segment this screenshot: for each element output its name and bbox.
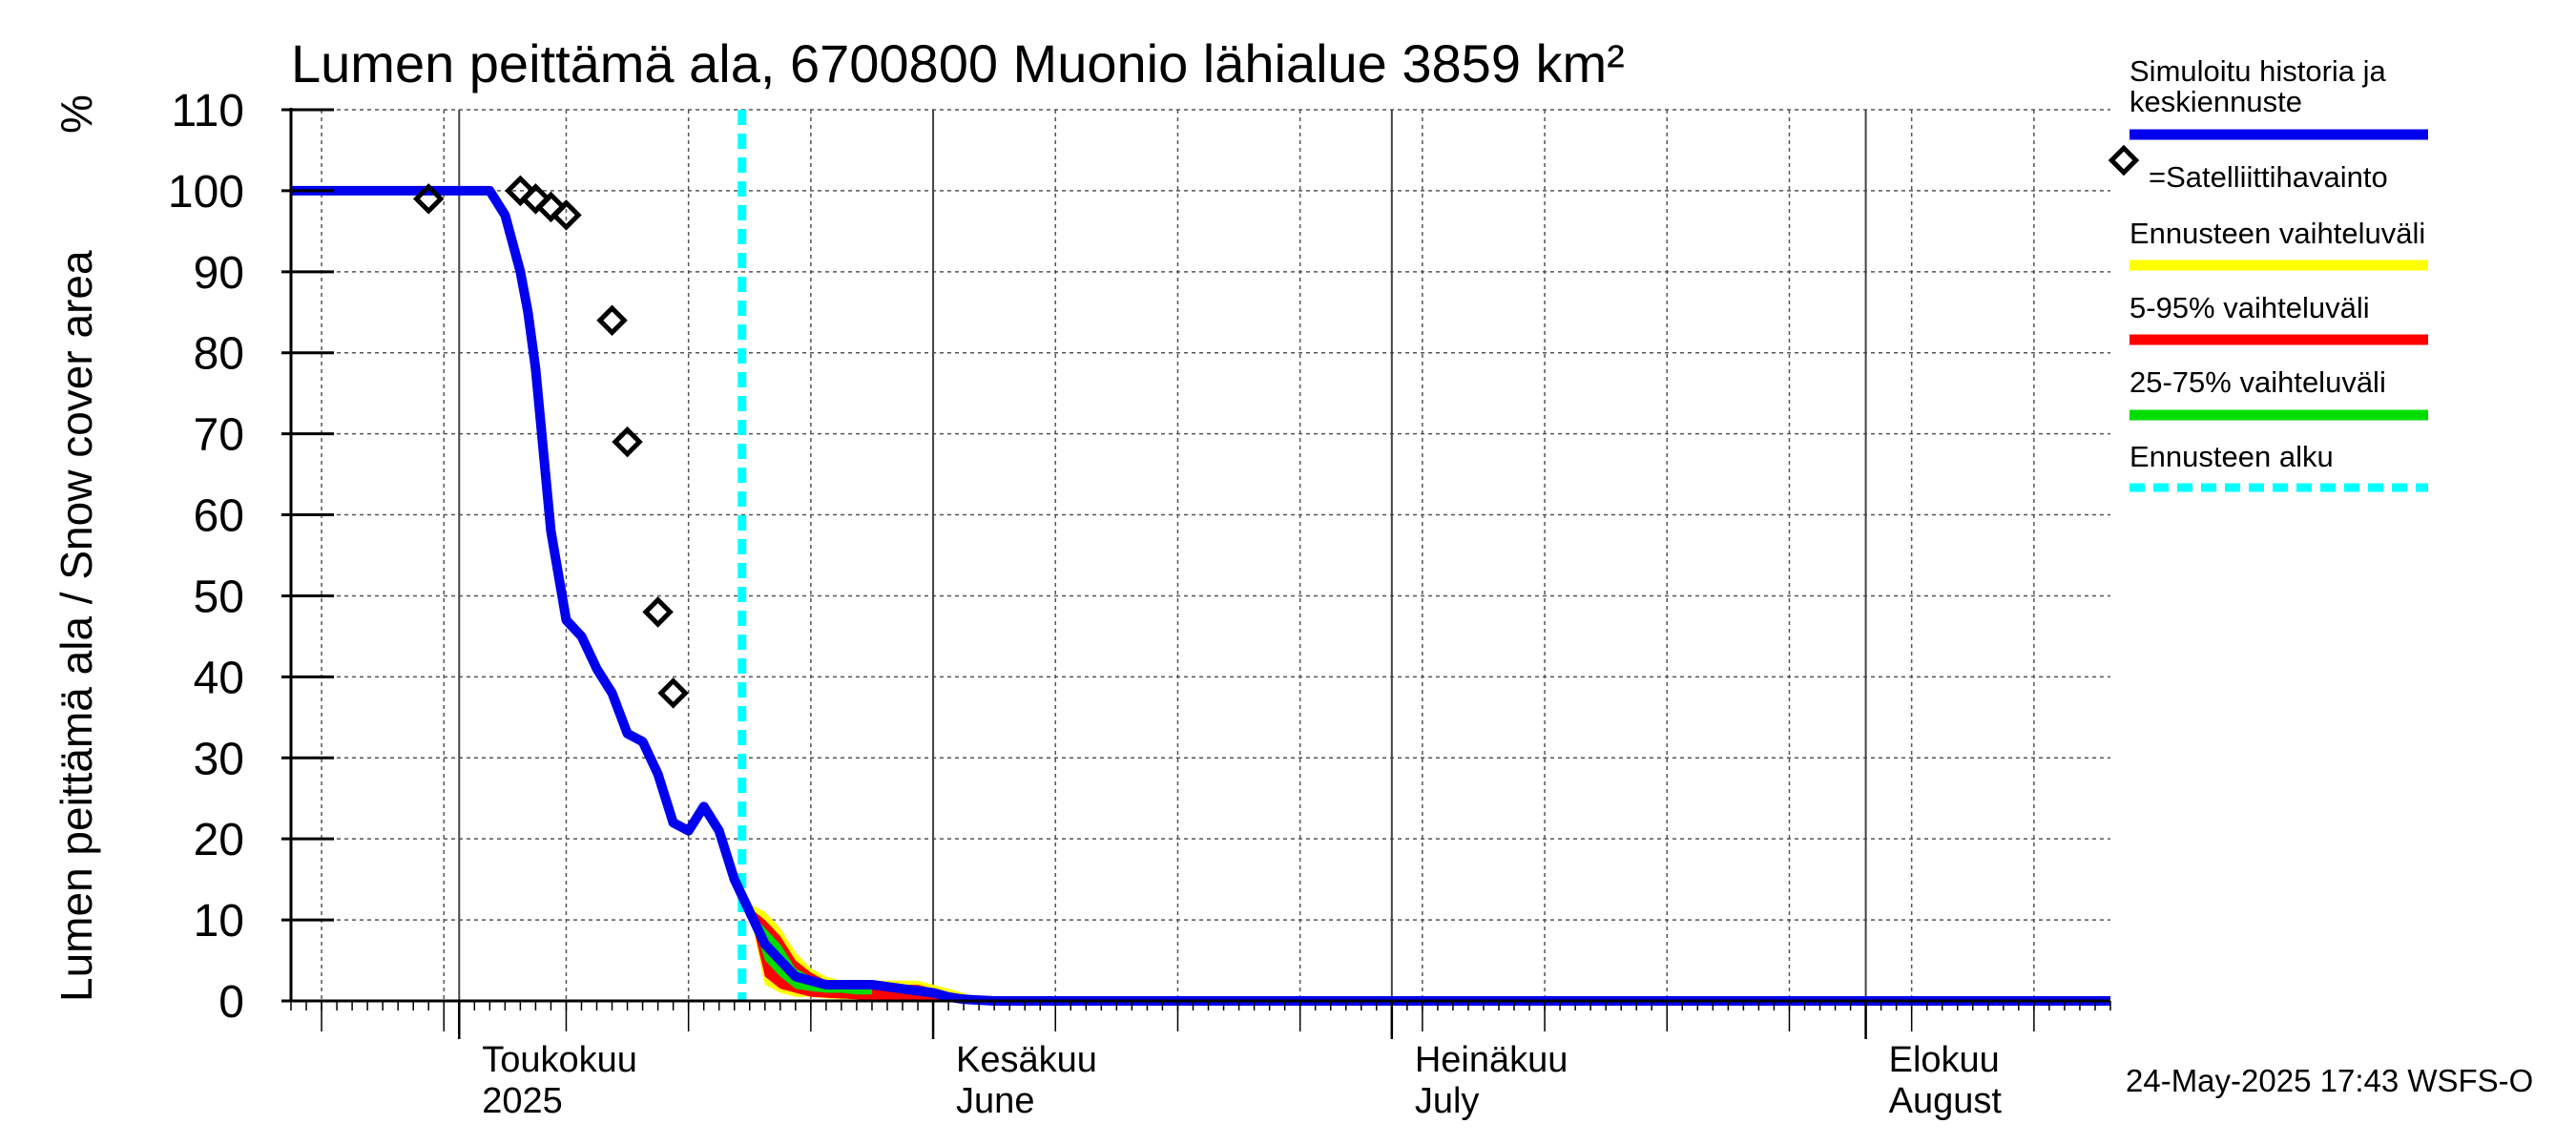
y-axis-unit: % — [52, 94, 101, 134]
y-axis-label: Lumen peittämä ala / Snow cover area — [52, 250, 101, 1002]
y-tick-label: 110 — [171, 86, 244, 136]
legend-cyan-label: Ennusteen alku — [2129, 440, 2334, 473]
month-label-en: July — [1415, 1081, 1480, 1121]
observation-point — [551, 199, 582, 231]
y-tick-label: 30 — [194, 734, 244, 784]
y-tick-label: 90 — [194, 248, 244, 299]
month-label-en: August — [1889, 1081, 2003, 1121]
legend: Simuloitu historia ja keskiennuste =Sate… — [2108, 54, 2428, 492]
simulated-line — [291, 185, 2110, 1006]
y-tick-label: 40 — [194, 653, 244, 703]
month-label-en: June — [956, 1081, 1034, 1121]
chart-title: Lumen peittämä ala, 6700800 Muonio lähia… — [291, 33, 1625, 94]
y-tick-label: 60 — [194, 491, 244, 542]
y-tick-label: 80 — [194, 329, 244, 380]
grid — [291, 109, 2110, 1002]
y-tick-label: 0 — [218, 977, 244, 1028]
band-green — [749, 911, 872, 995]
observation-point — [657, 677, 689, 709]
observation-point — [642, 596, 674, 628]
y-tick-label: 20 — [194, 815, 244, 865]
legend-sim-label-2: keskiennuste — [2129, 85, 2302, 118]
observation-point — [596, 304, 628, 337]
y-tick-labels: 0 10 20 30 40 50 60 70 80 90 100 110 — [168, 86, 244, 1028]
month-label-fi: Kesäkuu — [956, 1040, 1097, 1080]
legend-sim-label-1: Simuloitu historia ja — [2129, 54, 2387, 88]
month-label-en: 2025 — [482, 1081, 563, 1121]
legend-yellow-label: Ennusteen vaihteluväli — [2129, 217, 2425, 250]
month-label-fi: Elokuu — [1889, 1040, 2000, 1080]
footer-timestamp: 24-May-2025 17:43 WSFS-O — [2126, 1063, 2533, 1098]
legend-obs-label: =Satelliittihavainto — [2149, 160, 2388, 194]
series — [291, 110, 2110, 1006]
satellite-observations — [412, 175, 689, 709]
y-tick-label: 10 — [194, 896, 244, 947]
legend-observation-marker — [2108, 144, 2140, 177]
y-tick-label: 50 — [194, 572, 244, 622]
legend-green-label: 25-75% vaihteluväli — [2129, 365, 2386, 399]
y-tick-label: 100 — [168, 167, 244, 218]
observation-point — [612, 426, 643, 458]
legend-red-label: 5-95% vaihteluväli — [2129, 291, 2370, 324]
month-label-fi: Toukokuu — [482, 1040, 637, 1080]
observation-point — [412, 183, 445, 215]
axes — [281, 108, 2111, 1039]
y-tick-label: 70 — [194, 410, 244, 461]
month-label-fi: Heinäkuu — [1415, 1040, 1568, 1080]
